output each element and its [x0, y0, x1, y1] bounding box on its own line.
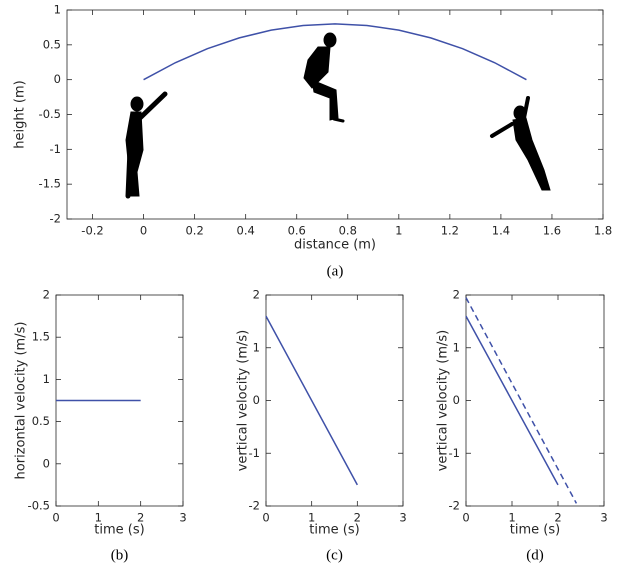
y-tick-label: 2 [453, 288, 460, 302]
x-axis-label: time (s) [510, 523, 560, 538]
x-tick-label: 1.8 [594, 224, 612, 238]
y-axis-label: horizontal velocity (m/s) [14, 322, 29, 480]
data-line [465, 315, 559, 486]
x-tick-label: 0.2 [185, 224, 203, 238]
y-tick-label: 1 [253, 340, 260, 354]
y-tick-label: 0 [453, 393, 460, 407]
y-tick-label: -1 [50, 142, 61, 156]
y-tick-label: -1.5 [39, 177, 61, 191]
y-axis-label: vertical velocity (m/s) [236, 330, 251, 472]
x-tick-label: 0.4 [237, 224, 255, 238]
x-tick-label: 1 [395, 224, 402, 238]
plot-frame [465, 294, 605, 507]
x-tick-label: 1.6 [543, 224, 561, 238]
caption: (a) [327, 263, 344, 279]
data-line [465, 297, 578, 504]
x-tick-label: 1 [508, 511, 515, 525]
y-tick-label: -0.5 [28, 499, 50, 513]
y-tick-label: -2 [449, 499, 460, 513]
y-tick-label: 0.5 [43, 37, 61, 51]
x-axis-label: distance (m) [294, 238, 376, 253]
x-tick-label: 1.4 [492, 224, 510, 238]
x-tick-label: 0 [140, 224, 147, 238]
y-tick-label: 1 [453, 340, 460, 354]
y-tick-label: 0 [253, 393, 260, 407]
y-axis-label: vertical velocity (m/s) [436, 330, 451, 472]
x-tick-label: 3 [399, 511, 406, 525]
y-tick-label: 2 [43, 288, 50, 302]
y-tick-label: -2 [249, 499, 260, 513]
x-tick-label: 2 [554, 511, 561, 525]
x-tick-label: 0 [262, 511, 269, 525]
x-tick-label: 3 [179, 511, 186, 525]
caption: (d) [526, 547, 544, 563]
y-tick-label: -1 [249, 446, 260, 460]
x-tick-label: 1 [308, 511, 315, 525]
x-tick-label: 0.8 [339, 224, 357, 238]
x-tick-label: 0 [462, 511, 469, 525]
x-tick-label: -0.2 [81, 224, 103, 238]
x-tick-label: 1 [95, 511, 102, 525]
y-axis-label: height (m) [13, 80, 28, 148]
y-tick-label: -1 [449, 446, 460, 460]
silhouettes [125, 32, 551, 199]
y-tick-label: 0.5 [32, 414, 50, 428]
x-tick-label: 1.2 [441, 224, 459, 238]
figure-crouched [303, 32, 345, 123]
caption: (b) [111, 547, 129, 563]
figure-landing [490, 96, 551, 191]
y-tick-label: 2 [253, 288, 260, 302]
caption: (c) [326, 547, 343, 563]
data-line [265, 315, 358, 486]
figure-standing [125, 91, 168, 199]
y-tick-label: 0 [54, 72, 61, 86]
x-axis-label: time (s) [309, 523, 359, 538]
x-tick-label: 2 [354, 511, 361, 525]
x-tick-label: 0.6 [288, 224, 306, 238]
y-tick-label: 1.5 [32, 330, 50, 344]
x-tick-label: 0 [52, 511, 59, 525]
data-line [143, 23, 527, 81]
y-tick-label: 0 [43, 456, 50, 470]
plot-frame [265, 294, 404, 507]
x-tick-label: 3 [600, 511, 607, 525]
x-tick-label: 2 [137, 511, 144, 525]
y-tick-label: -2 [50, 212, 61, 226]
y-tick-label: 1 [54, 3, 61, 17]
x-axis-label: time (s) [94, 523, 144, 538]
y-tick-label: 1 [43, 372, 50, 386]
y-tick-label: -0.5 [39, 107, 61, 121]
